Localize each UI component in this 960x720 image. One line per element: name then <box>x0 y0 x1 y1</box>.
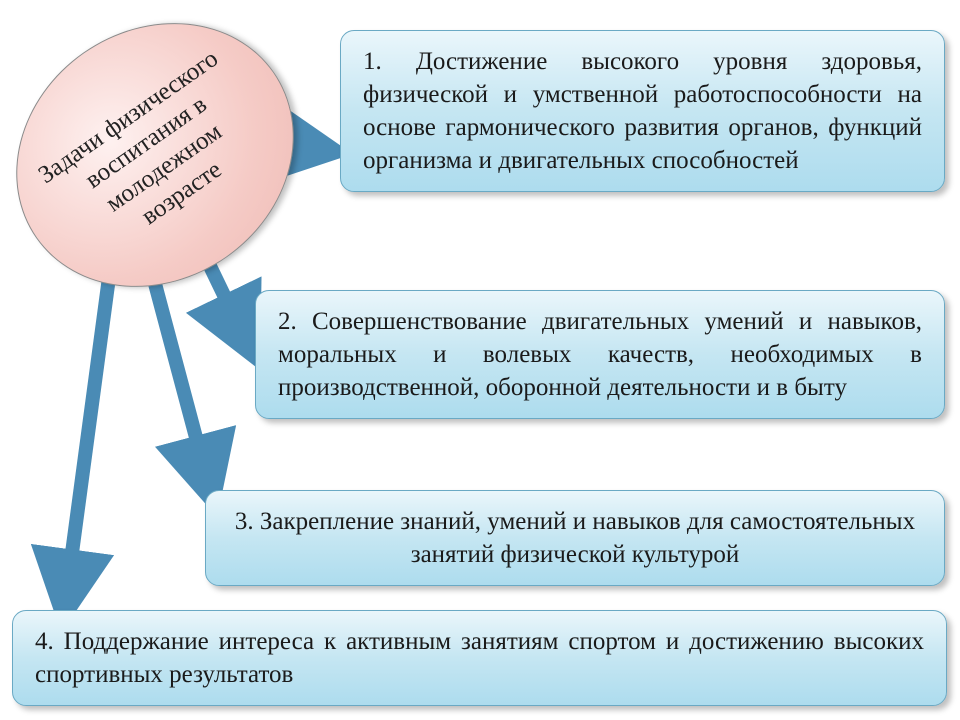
task-box-2: 2. Совершенствование двигательных умений… <box>255 290 945 419</box>
task-box-3: 3. Закрепление знаний, умений и навыков … <box>205 490 945 586</box>
task-text-4: 4. Поддержание интереса к активным занят… <box>35 628 924 688</box>
task-text-3: 3. Закрепление знаний, умений и навыков … <box>235 508 915 568</box>
task-box-1: 1. Достижение высокого уровня здоровья, … <box>340 30 945 192</box>
task-text-2: 2. Совершенствование двигательных умений… <box>278 308 922 401</box>
task-text-1: 1. Достижение высокого уровня здоровья, … <box>363 48 922 174</box>
central-node-text: Задачи физического воспитания в молодежн… <box>26 38 284 271</box>
task-box-4: 4. Поддержание интереса к активным занят… <box>12 610 947 706</box>
diagram-canvas: Задачи физического воспитания в молодежн… <box>0 0 960 720</box>
